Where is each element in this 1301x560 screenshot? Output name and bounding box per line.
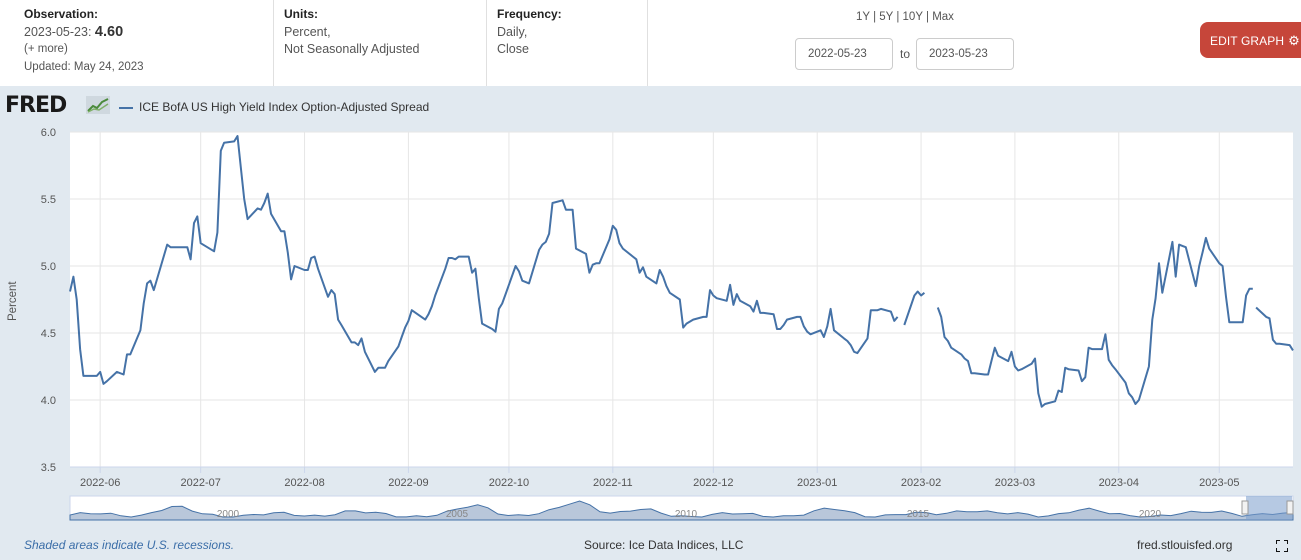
range-1y[interactable]: 1Y — [856, 11, 870, 23]
range-selector: 1Y | 5Y | 10Y | Max — [856, 11, 954, 23]
x-tick-label: 2022-10 — [489, 477, 529, 489]
line-chart: 3.5 4.0 4.5 5.0 5.5 6.0 2022-06 2022-07 2022-08 2… — [41, 127, 1294, 521]
y-tick-label: 3.5 — [41, 462, 56, 474]
x-tick-label: 2022-09 — [388, 477, 428, 489]
x-tick-label: 2022-12 — [693, 477, 733, 489]
navigator-year-label: 2005 — [446, 509, 469, 520]
observation-panel: Observation: 2023-05-23: 4.60 (+ more) U… — [0, 0, 274, 86]
units-panel: Units: Percent, Not Seasonally Adjusted — [274, 0, 487, 86]
navigator-year-label: 2010 — [675, 509, 698, 520]
date-to-label: to — [900, 47, 911, 61]
navigator-year-label: 2015 — [907, 509, 930, 520]
edit-graph-button[interactable]: EDIT GRAPH ⚙ — [1200, 22, 1301, 58]
more-link[interactable]: (+ more) — [24, 43, 68, 55]
units-line2: Not Seasonally Adjusted — [284, 42, 420, 56]
units-line1: Percent, — [284, 24, 331, 39]
x-tick-label: 2022-06 — [80, 477, 120, 489]
series-line — [936, 236, 1253, 408]
series-line — [1255, 306, 1294, 351]
range-5y[interactable]: 5Y — [879, 11, 894, 23]
units-label: Units: — [284, 7, 318, 21]
x-tick-label: 2023-05 — [1199, 477, 1239, 489]
y-tick-label: 5.5 — [41, 194, 56, 206]
y-tick-label: 5.0 — [41, 261, 56, 273]
navigator-year-label: 2000 — [217, 509, 240, 520]
navigator-year-label: 2020 — [1139, 509, 1162, 520]
end-date-input[interactable]: 2023-05-23 — [916, 38, 1014, 70]
frequency-line1: Daily, — [497, 24, 528, 39]
range-sep-3: | — [926, 11, 929, 23]
graph-panel: FRED ICE BofA US High Yield Index Option… — [0, 86, 1301, 560]
x-tick-label: 2023-02 — [901, 477, 941, 489]
range-sep-1: | — [873, 11, 877, 23]
observation-header: Observation: 2023-05-23: 4.60 (+ more) U… — [0, 0, 1301, 86]
navigator-left-handle — [1241, 500, 1249, 515]
series-line — [69, 135, 899, 385]
fred-logo-graph-icon — [86, 96, 110, 114]
navigator-right-handle — [1286, 500, 1294, 515]
updated-text: Updated: May 24, 2023 — [24, 60, 144, 73]
fullscreen-icon[interactable] — [1276, 540, 1288, 552]
series-line — [903, 290, 926, 326]
plot-area — [70, 132, 1293, 467]
observation-value: 4.60 — [94, 23, 124, 40]
legend-label: ICE BofA US High Yield Index Option-Adju… — [139, 100, 430, 114]
x-tick-label: 2022-11 — [593, 477, 633, 489]
range-sep-2: | — [896, 11, 900, 23]
navigator-window — [1246, 496, 1292, 520]
source-text: Source: Ice Data Indices, LLC — [584, 538, 744, 552]
recession-note: Shaded areas indicate U.S. recessions. — [24, 538, 235, 552]
site-link[interactable]: fred.stlouisfed.org — [1137, 538, 1233, 552]
frequency-label: Frequency: — [497, 7, 562, 21]
x-tick-label: 2022-07 — [180, 477, 220, 489]
range-10y[interactable]: 10Y — [902, 11, 923, 23]
legend-swatch — [119, 106, 133, 109]
fred-logo: FRED — [5, 93, 67, 118]
x-tick-label: 2023-04 — [1099, 477, 1139, 489]
observation-label: Observation: — [24, 7, 99, 21]
x-tick-label: 2022-08 — [284, 477, 324, 489]
observation-date: 2023-05-23: — [24, 24, 92, 39]
edit-graph-label: EDIT GRAPH — [1210, 34, 1285, 48]
navigator-series — [69, 500, 1294, 521]
frequency-panel: Frequency: Daily, Close — [487, 0, 648, 86]
start-date-input[interactable]: 2022-05-23 — [795, 38, 893, 70]
x-tick-label: 2023-01 — [797, 477, 837, 489]
y-tick-label: 6.0 — [41, 127, 56, 139]
chart-legend: ICE BofA US High Yield Index Option-Adju… — [119, 100, 429, 114]
range-max[interactable]: Max — [932, 11, 954, 23]
gear-icon: ⚙ — [1288, 33, 1300, 48]
y-tick-label: 4.0 — [41, 395, 56, 407]
x-tick-label: 2023-03 — [995, 477, 1035, 489]
frequency-line2: Close — [497, 42, 529, 56]
y-tick-label: 4.5 — [41, 328, 56, 340]
